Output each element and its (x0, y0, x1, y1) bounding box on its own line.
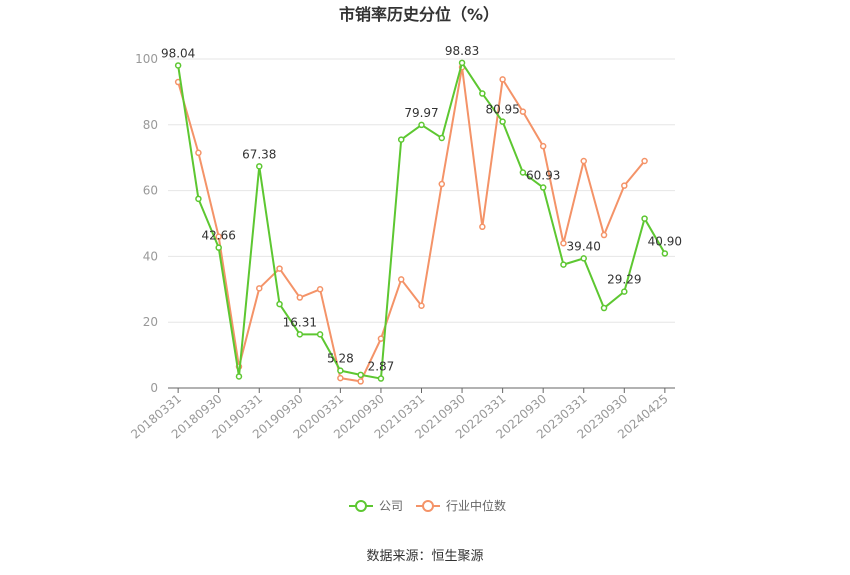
data-point (621, 288, 628, 295)
data-point (458, 59, 466, 67)
data-point (539, 142, 547, 150)
data-point (519, 108, 527, 115)
y-axis: 0 20 40 60 80 100 (135, 52, 158, 395)
y-tick-label: 60 (143, 184, 158, 198)
data-point (479, 90, 486, 97)
data-point (621, 182, 628, 189)
data-label: 29.29 (607, 273, 641, 287)
data-point (600, 231, 608, 239)
data-point (276, 300, 283, 308)
data-point (560, 239, 567, 247)
y-tick-label: 0 (150, 381, 158, 395)
chart-title: 市销率历史分位（%） (339, 5, 499, 24)
data-point (661, 250, 669, 257)
data-point (296, 294, 304, 301)
data-point (174, 62, 182, 69)
data-label: 98.04 (161, 46, 195, 60)
data-point (519, 169, 527, 176)
data-label: 40.90 (648, 234, 682, 248)
data-point (539, 184, 547, 191)
legend-marker (422, 500, 434, 512)
data-point (377, 375, 385, 382)
data-point (357, 378, 364, 385)
grid (168, 58, 675, 323)
data-label: 39.40 (567, 239, 601, 253)
data-label: 98.83 (445, 44, 479, 58)
data-point (337, 374, 344, 382)
legend-label: 公司 (379, 499, 403, 513)
data-point (276, 265, 283, 272)
data-point (600, 304, 608, 312)
y-tick-label: 80 (143, 118, 158, 132)
data-point (397, 136, 405, 143)
data-label: 16.31 (283, 315, 317, 329)
series-company (174, 59, 669, 382)
y-tick-label: 40 (143, 249, 158, 263)
series-line (177, 66, 646, 383)
data-point (560, 261, 567, 268)
legend-marker (355, 500, 367, 512)
legend-item-company[interactable]: 公司 (349, 499, 403, 513)
legend-item-industry-median[interactable]: 行业中位数 (416, 498, 506, 513)
data-point (215, 244, 222, 251)
data-point (215, 233, 222, 240)
data-point (479, 223, 486, 231)
data-point (256, 285, 263, 292)
data-label: 80.95 (485, 103, 519, 117)
data-point (195, 149, 202, 157)
data-label: 60.93 (526, 169, 560, 183)
data-label: 2.87 (368, 360, 395, 374)
series-layer (174, 59, 669, 385)
data-point (337, 367, 344, 374)
data-point (418, 121, 425, 129)
data-point (580, 157, 587, 165)
data-label: 42.66 (202, 229, 236, 243)
data-point (438, 180, 446, 188)
data-point (499, 76, 506, 83)
data-point (438, 134, 446, 142)
data-point (195, 195, 202, 203)
data-point (357, 371, 364, 379)
data-point (256, 163, 263, 170)
data-point (641, 157, 648, 165)
data-point (499, 118, 506, 125)
data-point (397, 276, 405, 283)
data-label: 5.28 (327, 352, 354, 366)
data-labels: 98.04 42.66 67.38 16.31 5.28 2.87 79.97 98.83 80… (161, 44, 682, 374)
data-label: 79.97 (404, 106, 438, 120)
x-axis: 2018033120180930201903312019093020200331… (128, 387, 675, 442)
y-tick-label: 20 (143, 315, 158, 329)
data-point (580, 255, 587, 262)
data-point (377, 335, 385, 342)
data-point (418, 302, 425, 309)
data-point (641, 215, 648, 222)
legend-label: 行业中位数 (446, 498, 506, 513)
data-label: 67.38 (242, 147, 276, 161)
legend[interactable]: 公司 行业中位数 (349, 498, 506, 513)
y-tick-label: 100 (135, 52, 158, 66)
source-text: 数据来源：恒生聚源 (366, 549, 483, 564)
data-point (296, 331, 304, 338)
data-point (235, 373, 243, 380)
data-point (316, 331, 324, 338)
data-point (316, 286, 324, 293)
